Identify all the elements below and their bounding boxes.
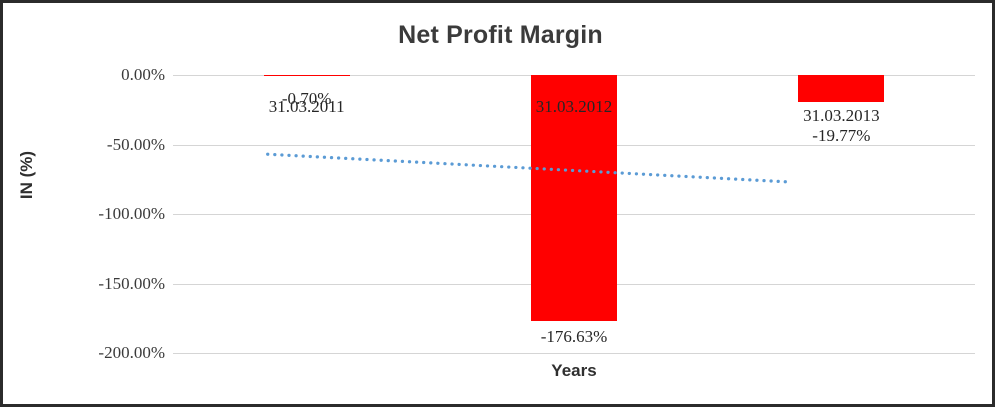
gridline [173,353,975,354]
y-axis-tick-label: -50.00% [106,134,165,154]
bar[interactable] [531,75,617,321]
chart-title: Net Profit Margin [398,21,603,49]
y-axis-tick-label: -150.00% [98,273,165,293]
y-axis-tick-label: -100.00% [98,204,165,223]
bar[interactable] [798,75,885,103]
y-axis-tick-label: 0.00% [121,65,165,84]
category-label: 31.03.2012 [535,97,613,116]
bar[interactable] [263,75,350,76]
value-label: -176.63% [540,326,608,346]
y-axis-tick-labels: 0.00% -50.00% -100.00% -150.00% -200.00% [35,65,165,362]
plot-area: 31.03.2011 -0.70% 31.03.2012 -176.63% 31.03.… [173,75,975,354]
value-label: -19.77% [812,126,871,146]
y-axis-tick-label: -200.00% [98,343,165,362]
category-label: 31.03.2013 [803,106,880,126]
x-axis-title: Years [551,361,597,380]
y-axis-title: IN (%) [17,150,36,200]
category-label: 31.03.2011 [268,97,345,116]
value-label: -0.70% [281,89,332,108]
trendline-path [266,152,792,184]
